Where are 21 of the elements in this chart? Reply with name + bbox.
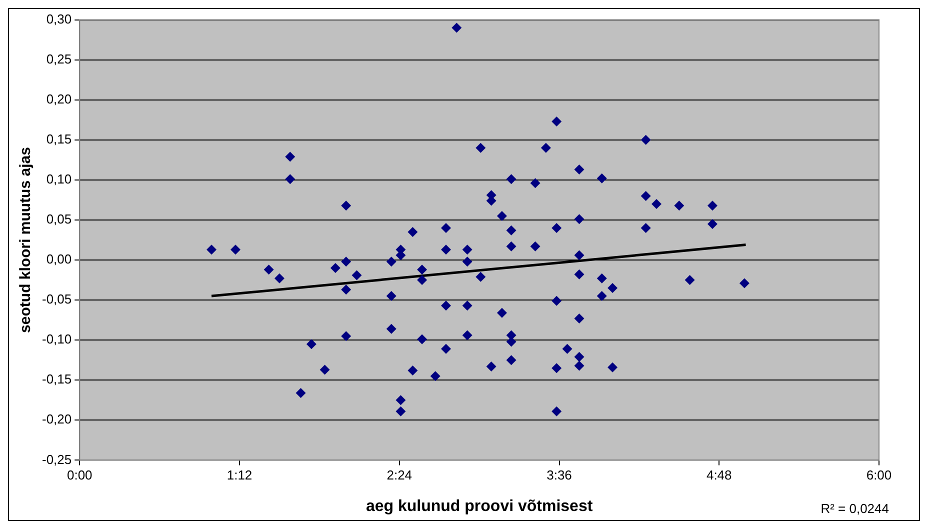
y-tick-label: -0,25 (42, 452, 72, 467)
x-tick-label: 6:00 (866, 468, 892, 483)
y-tick-label: -0,20 (42, 412, 72, 427)
y-tick-label: 0,20 (46, 91, 72, 106)
x-tick-label: 1:12 (226, 468, 252, 483)
x-tick-label: 2:24 (386, 468, 412, 483)
y-tick-label: -0,05 (42, 292, 72, 307)
x-tick-label: 4:48 (706, 468, 732, 483)
x-axis-title: aeg kulunud proovi võtmisest (366, 498, 594, 515)
y-tick-label: -0,10 (42, 332, 72, 347)
y-tick-label: 0,05 (46, 212, 72, 227)
y-tick-label: -0,15 (42, 372, 72, 387)
y-tick-label: 0,30 (46, 11, 72, 26)
y-tick-label: 0,15 (46, 131, 72, 146)
y-tick-label: 0,25 (46, 51, 72, 66)
x-tick-label: 3:36 (546, 468, 572, 483)
text: R² = 0,0244 (820, 501, 889, 516)
y-tick-label: 0,00 (46, 252, 72, 267)
y-tick-label: 0,10 (46, 172, 72, 187)
y-axis-title: seotud kloori muutus ajas (17, 147, 34, 333)
x-tick-label: 0:00 (66, 468, 92, 483)
